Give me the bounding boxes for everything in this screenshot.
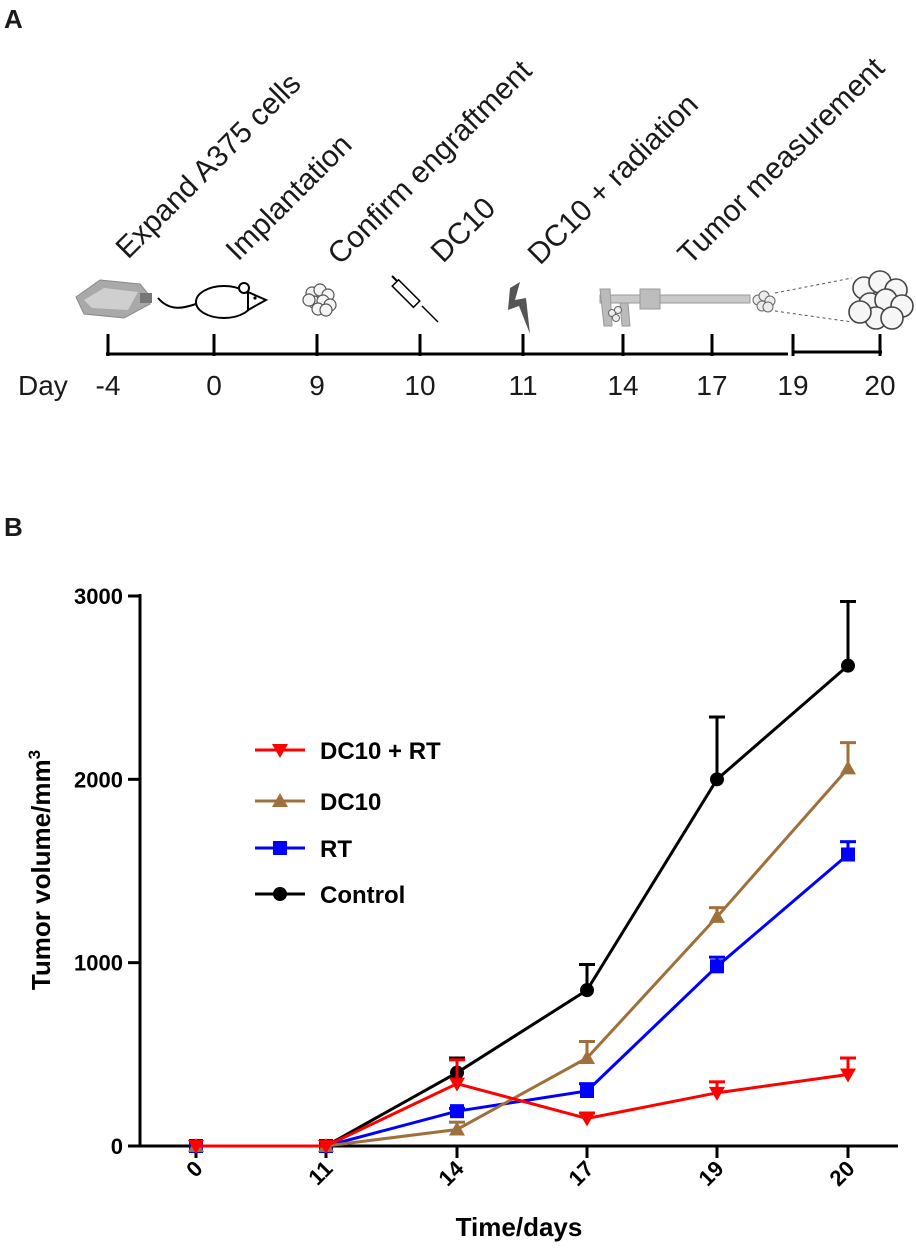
event-label: DC10 bbox=[425, 191, 503, 269]
legend-item: DC10 bbox=[255, 789, 381, 816]
series-line bbox=[196, 1073, 849, 1148]
data-point bbox=[188, 1140, 204, 1154]
day-tick-label: -4 bbox=[96, 370, 121, 401]
zoom-line-bottom bbox=[774, 310, 853, 323]
legend-label: DC10 + RT bbox=[320, 738, 441, 765]
tumor-growth-chart: 0 1000 2000 3000 0 11 14 17 19 20 Time/days Tumor v… bbox=[25, 584, 898, 1242]
legend-label: RT bbox=[320, 836, 352, 863]
small-tumor-icon bbox=[752, 290, 776, 313]
zoom-line-top bbox=[774, 277, 853, 294]
legend-marker bbox=[272, 793, 288, 807]
y-tick-label: 0 bbox=[111, 1134, 123, 1159]
day-tick-label: 17 bbox=[696, 370, 727, 401]
day-axis-label: Day bbox=[18, 370, 68, 401]
data-point bbox=[709, 908, 725, 923]
data-point bbox=[449, 1077, 465, 1092]
x-tick-label: 14 bbox=[434, 1155, 470, 1191]
day-tick-label: 14 bbox=[607, 370, 638, 401]
event-label: Tumor measurement bbox=[672, 51, 892, 271]
y-axis-label-text: Tumor volume/mm bbox=[26, 759, 56, 990]
x-tick-label: 0 bbox=[181, 1156, 207, 1182]
y-axis-label-superscript: 3 bbox=[25, 750, 44, 759]
legend-marker bbox=[272, 744, 288, 758]
day-tick-label: 0 bbox=[206, 370, 222, 401]
event-label: Confirm engraftment bbox=[322, 54, 539, 271]
day-tick-label: 11 bbox=[508, 370, 537, 401]
y-tick-label: 1000 bbox=[74, 951, 123, 976]
day-tick-label: 10 bbox=[404, 370, 435, 401]
caliper-icon bbox=[599, 288, 751, 327]
y-axis-label: Tumor volume/mm3 bbox=[25, 750, 56, 990]
legend-item: DC10 + RT bbox=[255, 738, 441, 765]
data-point bbox=[579, 1050, 595, 1064]
legend-item: Control bbox=[255, 882, 405, 909]
data-point bbox=[580, 983, 594, 998]
mouse-icon bbox=[157, 282, 269, 319]
data-point bbox=[841, 658, 855, 673]
x-axis-label: Time/days bbox=[456, 1212, 583, 1242]
syringe-icon bbox=[391, 275, 439, 323]
event-label: Expand A375 cells bbox=[110, 67, 308, 265]
x-tick-label: 19 bbox=[694, 1156, 729, 1191]
data-point bbox=[840, 1068, 856, 1083]
y-tick-label: 3000 bbox=[74, 584, 123, 609]
data-point bbox=[840, 760, 856, 775]
legend-marker bbox=[273, 841, 287, 855]
series-dc10-rt bbox=[188, 1056, 856, 1154]
day-tick-label: 19 bbox=[777, 370, 808, 401]
cell-flask-icon bbox=[75, 279, 152, 319]
data-point bbox=[449, 1121, 465, 1136]
data-point bbox=[579, 1112, 595, 1127]
cell-cluster-icon bbox=[302, 283, 337, 317]
x-tick-label: 17 bbox=[564, 1156, 599, 1191]
day-tick-label: 9 bbox=[309, 370, 325, 401]
legend-marker bbox=[273, 887, 287, 901]
lightning-icon bbox=[508, 282, 530, 334]
data-point bbox=[318, 1140, 334, 1154]
legend-item: RT bbox=[255, 836, 352, 863]
data-point bbox=[580, 1084, 594, 1098]
series-rt bbox=[189, 840, 856, 1153]
data-point bbox=[450, 1104, 464, 1119]
x-tick-label: 20 bbox=[825, 1156, 860, 1191]
day-tick-label: 20 bbox=[864, 370, 895, 401]
y-tick-label: 2000 bbox=[74, 767, 123, 792]
data-point bbox=[710, 959, 724, 974]
data-point bbox=[709, 1086, 725, 1101]
legend-label: DC10 bbox=[320, 789, 381, 816]
large-tumor-icon bbox=[848, 270, 914, 330]
legend-label: Control bbox=[320, 882, 405, 909]
series-control bbox=[189, 600, 856, 1153]
panel-b-letter: B bbox=[4, 512, 23, 542]
panel-a-letter: A bbox=[4, 4, 23, 34]
series-line bbox=[196, 664, 849, 1148]
data-point bbox=[841, 847, 855, 862]
data-point bbox=[710, 772, 724, 787]
x-tick-label: 11 bbox=[303, 1156, 337, 1190]
series-dc10 bbox=[188, 741, 856, 1152]
